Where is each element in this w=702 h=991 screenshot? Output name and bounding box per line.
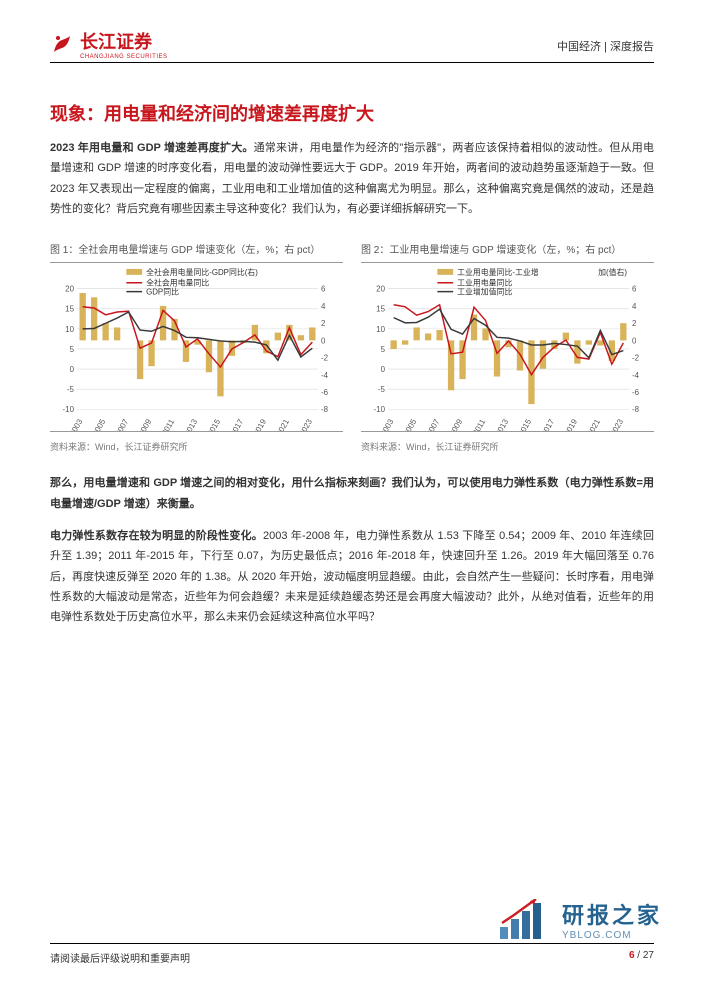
svg-text:2013: 2013	[494, 417, 511, 432]
svg-text:2011: 2011	[471, 418, 487, 432]
svg-text:15: 15	[65, 305, 74, 314]
svg-text:0: 0	[70, 365, 75, 374]
svg-text:-4: -4	[321, 371, 329, 380]
logo-text-en: CHANGJIANG SECURITIES	[80, 54, 168, 60]
svg-text:10: 10	[65, 325, 74, 334]
svg-text:10: 10	[376, 325, 385, 334]
svg-text:2007: 2007	[114, 418, 131, 432]
chart-2-source: 资料来源：Wind，长江证券研究所	[361, 440, 654, 453]
svg-text:GDP同比: GDP同比	[146, 287, 179, 297]
svg-text:2015: 2015	[206, 417, 223, 432]
svg-text:-2: -2	[632, 354, 639, 363]
svg-text:0: 0	[632, 337, 637, 346]
chart-2-title: 图 2：工业用电量增速与 GDP 增速变化（左，%；右 pct）	[361, 241, 654, 256]
watermark-cn: 研报之家	[562, 898, 662, 930]
watermark-en: YBLOG.COM	[562, 930, 662, 941]
page-footer: 请阅读最后评级说明和重要声明 6 / 27	[50, 943, 654, 965]
svg-text:2013: 2013	[183, 417, 200, 432]
svg-text:20: 20	[65, 285, 74, 294]
svg-text:2019: 2019	[252, 417, 269, 432]
paragraph-1: 2023 年用电量和 GDP 增速差再度扩大。通常来讲，用电量作为经济的"指示器…	[50, 138, 654, 219]
header-category: 中国经济 | 深度报告	[557, 38, 654, 54]
svg-text:2023: 2023	[608, 417, 625, 432]
logo-text-cn: 长江证券	[80, 28, 168, 54]
chart-2: -10 -5 0 5 10 15 20 -8 -6 -4 -2 0 2 4 6 2003 2005 2007 200…	[361, 262, 654, 432]
svg-text:2003: 2003	[379, 417, 396, 432]
watermark-icon	[498, 899, 552, 941]
svg-text:6: 6	[321, 285, 326, 294]
chart-1: -10 -5 0 5 10 15 20 -8 -6 -4 -2 0 2 4 6 2003 2005 2007 200…	[50, 262, 343, 432]
header-divider	[50, 62, 654, 63]
svg-text:-6: -6	[632, 388, 640, 397]
svg-text:2017: 2017	[229, 418, 246, 432]
svg-text:-4: -4	[632, 371, 640, 380]
svg-text:2003: 2003	[68, 417, 85, 432]
para3-rest: 2003 年-2008 年，电力弹性系数从 1.53 下降至 0.54；2009…	[50, 530, 654, 623]
svg-text:20: 20	[376, 285, 385, 294]
para1-bold: 2023 年用电量和 GDP 增速差再度扩大。	[50, 142, 254, 154]
svg-text:15: 15	[376, 305, 385, 314]
svg-text:工业用电量同比: 工业用电量同比	[457, 278, 512, 288]
svg-text:5: 5	[381, 345, 386, 354]
svg-text:6: 6	[632, 285, 637, 294]
svg-text:工业增加值同比: 工业增加值同比	[457, 287, 512, 297]
watermark: 研报之家 YBLOG.COM	[498, 898, 662, 941]
svg-text:-2: -2	[321, 354, 328, 363]
svg-text:2005: 2005	[91, 417, 108, 432]
svg-text:2005: 2005	[402, 417, 419, 432]
svg-text:-8: -8	[321, 406, 329, 415]
page-number: 6 / 27	[629, 950, 654, 965]
paragraph-3: 电力弹性系数存在较为明显的阶段性变化。2003 年-2008 年，电力弹性系数从…	[50, 526, 654, 628]
footer-disclaimer: 请阅读最后评级说明和重要声明	[50, 950, 190, 965]
svg-text:2007: 2007	[425, 418, 442, 432]
svg-text:2019: 2019	[563, 417, 580, 432]
svg-text:2: 2	[321, 319, 325, 328]
svg-text:0: 0	[321, 337, 326, 346]
svg-text:4: 4	[632, 302, 637, 311]
chart-1-title: 图 1：全社会用电量增速与 GDP 增速变化（左，%；右 pct）	[50, 241, 343, 256]
svg-text:-5: -5	[67, 386, 75, 395]
svg-text:全社会用电量同比-GDP同比(右): 全社会用电量同比-GDP同比(右)	[146, 267, 258, 277]
svg-text:工业用电量同比-工业增: 工业用电量同比-工业增	[457, 267, 539, 277]
svg-text:2021: 2021	[275, 418, 292, 432]
svg-text:2009: 2009	[448, 417, 465, 432]
svg-text:2015: 2015	[517, 417, 534, 432]
svg-text:2: 2	[632, 319, 636, 328]
svg-text:5: 5	[70, 345, 75, 354]
svg-text:2009: 2009	[137, 417, 154, 432]
svg-text:-10: -10	[63, 406, 75, 415]
chart-1-source: 资料来源：Wind，长江证券研究所	[50, 440, 343, 453]
paragraph-2: 那么，用电量增速和 GDP 增速之间的相对变化，用什么指标来刻画？我们认为，可以…	[50, 473, 654, 514]
para3-bold: 电力弹性系数存在较为明显的阶段性变化。	[50, 530, 263, 542]
svg-text:2011: 2011	[160, 418, 176, 432]
chart-1-container: 图 1：全社会用电量增速与 GDP 增速变化（左，%；右 pct） -10 -5 0…	[50, 241, 343, 453]
svg-text:加(值右): 加(值右)	[598, 267, 627, 277]
chart-2-container: 图 2：工业用电量增速与 GDP 增速变化（左，%；右 pct） -10 -5 0 5…	[361, 241, 654, 453]
svg-text:2017: 2017	[540, 418, 557, 432]
svg-text:-6: -6	[321, 388, 329, 397]
logo-icon	[50, 32, 74, 56]
svg-text:0: 0	[381, 365, 386, 374]
section-heading: 现象：用电量和经济间的增速差再度扩大	[50, 100, 654, 126]
svg-text:-10: -10	[374, 406, 386, 415]
svg-text:全社会用电量同比: 全社会用电量同比	[146, 278, 209, 288]
svg-text:2021: 2021	[586, 418, 603, 432]
svg-text:-5: -5	[378, 386, 386, 395]
svg-text:-8: -8	[632, 406, 640, 415]
svg-text:2023: 2023	[297, 417, 314, 432]
svg-text:4: 4	[321, 302, 326, 311]
